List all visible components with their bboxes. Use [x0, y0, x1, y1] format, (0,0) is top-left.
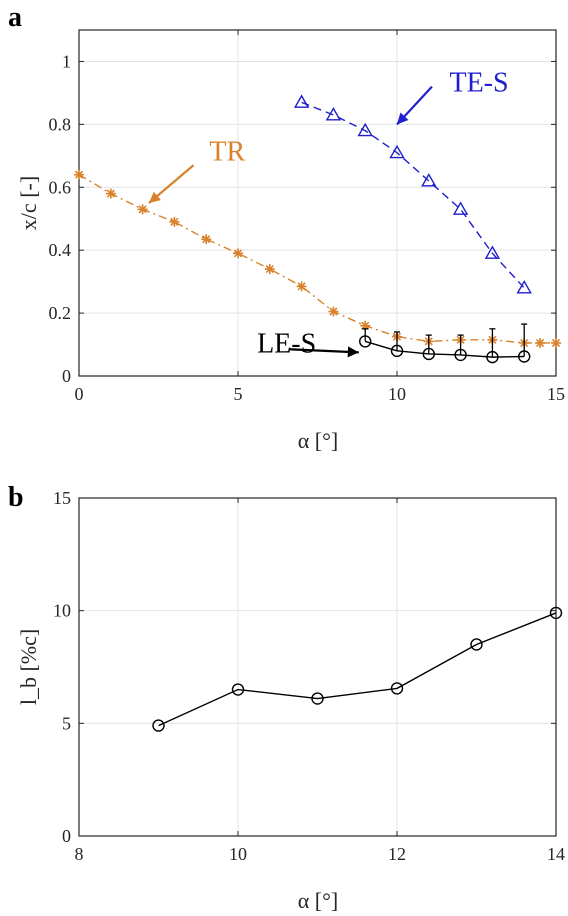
y-tick-label: 0	[62, 366, 71, 386]
data-point	[328, 306, 339, 317]
data-point	[293, 94, 310, 108]
data-point	[518, 350, 531, 363]
x-tick-label: 15	[547, 384, 565, 404]
data-point	[549, 606, 563, 620]
data-point	[105, 188, 116, 199]
y-axis-label: x/c [-]	[16, 176, 41, 230]
annotation-arrow	[148, 164, 195, 204]
data-point	[535, 337, 546, 348]
y-tick-label: 0.2	[49, 303, 72, 323]
data-point	[264, 264, 275, 275]
x-axis-label: α [°]	[298, 888, 338, 913]
x-tick-label: 8	[75, 844, 84, 864]
data-point	[390, 344, 404, 358]
plot-area	[79, 30, 556, 376]
series-0	[152, 606, 563, 732]
data-point	[470, 638, 483, 651]
data-point	[311, 692, 324, 705]
annotation-arrow	[288, 346, 359, 358]
data-point	[169, 216, 180, 227]
axes-box	[78, 497, 557, 837]
data-point	[357, 122, 373, 137]
data-point	[74, 169, 84, 180]
data-point	[360, 320, 371, 331]
panel-label: a	[8, 2, 22, 33]
y-tick-label: 10	[53, 601, 71, 621]
series-le-s	[359, 323, 531, 364]
y-tick-label: 0.4	[49, 240, 72, 260]
x-tick-label: 14	[547, 844, 565, 864]
panel-a-chart: 0 5 10 15 0 0.2 0.4 0.6 0.8 1 α [°] x/c [-] a TE-S TR L…	[8, 2, 565, 453]
y-tick-label: 5	[62, 713, 71, 733]
data-point	[484, 245, 501, 259]
y-tick-label: 0.6	[49, 177, 72, 197]
x-tick-label: 0	[75, 384, 84, 404]
data-point	[551, 337, 561, 348]
data-point	[452, 201, 469, 215]
panel-label: b	[8, 482, 24, 513]
data-point	[390, 682, 404, 695]
data-point	[233, 248, 243, 259]
x-tick-label: 10	[388, 384, 406, 404]
y-axis-label: l_b [%c]	[16, 629, 41, 705]
y-tick-label: 0	[62, 826, 71, 846]
data-point	[152, 719, 165, 732]
x-axis-label: α [°]	[298, 428, 338, 453]
data-point	[359, 335, 372, 348]
x-tick-label: 12	[388, 844, 406, 864]
series-te-s	[293, 94, 532, 294]
data-point	[231, 683, 245, 696]
plot-area	[79, 498, 556, 836]
data-point	[516, 280, 532, 294]
axes-box	[78, 29, 557, 377]
y-tick-label: 1	[62, 51, 71, 71]
annotation-tr: TR	[209, 137, 245, 168]
annotation-le-s: LE-S	[257, 328, 316, 359]
data-point	[201, 234, 212, 245]
y-tick-label: 0.8	[49, 114, 72, 134]
data-point	[389, 144, 405, 159]
panel-b-chart: 8 10 12 14 0 5 10 15 α [°] l_b [%c] b	[8, 482, 565, 913]
data-point	[486, 350, 499, 364]
annotation-arrow	[396, 85, 433, 126]
x-tick-label: 10	[229, 844, 247, 864]
data-point	[325, 107, 342, 121]
data-point	[296, 281, 307, 292]
data-point	[454, 348, 467, 362]
series-line	[158, 612, 557, 727]
data-point	[137, 204, 148, 215]
x-tick-label: 5	[234, 384, 243, 404]
data-point	[421, 173, 437, 187]
data-point	[422, 347, 435, 361]
annotation-te-s: TE-S	[449, 67, 508, 98]
y-tick-label: 15	[53, 488, 71, 508]
